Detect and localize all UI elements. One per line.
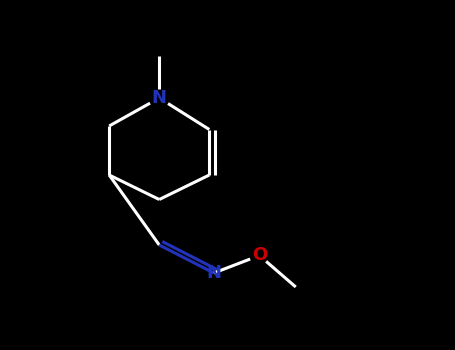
Text: N: N (207, 264, 221, 282)
Text: O: O (252, 246, 267, 265)
Text: N: N (152, 89, 167, 107)
